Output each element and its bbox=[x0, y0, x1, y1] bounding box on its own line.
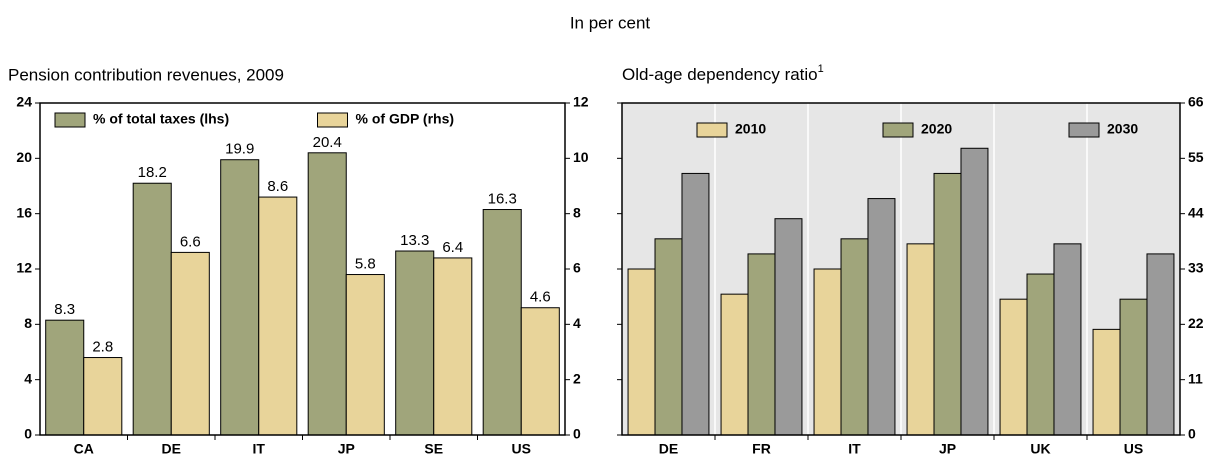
plot-frame bbox=[621, 102, 1181, 436]
legend-swatch bbox=[882, 122, 914, 138]
bar bbox=[960, 147, 989, 436]
y-tick-label: 8 bbox=[24, 315, 32, 331]
bar bbox=[83, 357, 123, 436]
y2-tick-label: 6 bbox=[573, 260, 581, 276]
data-label: 19.9 bbox=[225, 141, 254, 158]
bar bbox=[170, 251, 210, 436]
bar bbox=[1092, 328, 1121, 436]
bar bbox=[307, 152, 347, 436]
x-tick-label: CA bbox=[74, 441, 94, 457]
bar bbox=[933, 172, 962, 436]
x-tick-label: SE bbox=[424, 441, 443, 457]
chart-title: Pension contribution revenues, 2009 bbox=[8, 65, 284, 84]
bar bbox=[747, 253, 776, 436]
bar bbox=[258, 196, 298, 436]
x-tick-label: DE bbox=[162, 441, 181, 457]
bar bbox=[345, 274, 385, 436]
bar bbox=[774, 218, 803, 436]
bar bbox=[654, 238, 683, 436]
y2-tick-label: 66 bbox=[1188, 94, 1204, 110]
legend-swatch bbox=[54, 112, 86, 128]
plot-area bbox=[40, 103, 565, 435]
bar bbox=[627, 268, 656, 436]
bar bbox=[720, 293, 749, 436]
data-label: 2.8 bbox=[92, 339, 113, 356]
legend-label: 2010 bbox=[735, 121, 766, 137]
bar bbox=[867, 198, 896, 436]
page-title: In per cent bbox=[570, 13, 651, 32]
data-label: 8.3 bbox=[54, 301, 75, 318]
y2-tick-label: 22 bbox=[1188, 315, 1204, 331]
y-tick-label: 16 bbox=[16, 204, 32, 220]
x-tick-label: DE bbox=[659, 441, 678, 457]
bar bbox=[813, 268, 842, 436]
y2-tick-label: 8 bbox=[573, 204, 581, 220]
data-label: 4.6 bbox=[530, 289, 551, 306]
bar bbox=[45, 319, 85, 436]
legend-label: 2020 bbox=[921, 121, 952, 137]
x-tick-label: IT bbox=[253, 441, 266, 457]
y2-tick-label: 12 bbox=[573, 94, 589, 110]
x-tick-label: US bbox=[1124, 441, 1143, 457]
y2-tick-label: 0 bbox=[1188, 426, 1196, 442]
y2-tick-label: 4 bbox=[573, 315, 581, 331]
title-note: 1 bbox=[818, 63, 824, 75]
bar bbox=[220, 159, 260, 436]
legend-label: 2030 bbox=[1107, 121, 1138, 137]
y-tick-label: 0 bbox=[24, 426, 32, 442]
y2-tick-label: 2 bbox=[573, 370, 581, 386]
y2-tick-label: 33 bbox=[1188, 260, 1204, 276]
x-tick-label: US bbox=[512, 441, 531, 457]
data-label: 16.3 bbox=[488, 190, 517, 207]
bar bbox=[132, 182, 172, 436]
bar bbox=[681, 172, 710, 436]
data-label: 18.2 bbox=[138, 164, 167, 181]
y-tick-label: 4 bbox=[24, 370, 32, 386]
y2-tick-label: 10 bbox=[573, 149, 589, 165]
bar bbox=[433, 257, 473, 436]
y2-tick-label: 11 bbox=[1188, 370, 1203, 386]
x-tick-label: JP bbox=[338, 441, 355, 457]
y2-tick-label: 55 bbox=[1188, 149, 1204, 165]
plot-frame bbox=[39, 102, 566, 436]
bar bbox=[1119, 298, 1148, 436]
legend-swatch bbox=[1068, 122, 1100, 138]
chart-title: Old-age dependency ratio1 bbox=[622, 63, 824, 85]
y-tick-label: 24 bbox=[16, 94, 32, 110]
data-label: 13.3 bbox=[400, 232, 429, 249]
bar bbox=[906, 243, 935, 436]
bar bbox=[395, 250, 435, 436]
legend-label: % of GDP (rhs) bbox=[356, 111, 455, 127]
x-tick-label: IT bbox=[848, 441, 861, 457]
y2-tick-label: 44 bbox=[1188, 204, 1204, 220]
y2-tick-label: 0 bbox=[573, 426, 581, 442]
title-text: Old-age dependency ratio bbox=[622, 65, 818, 84]
bar bbox=[520, 307, 560, 436]
bar bbox=[840, 238, 869, 436]
bar bbox=[482, 209, 522, 436]
data-label: 5.8 bbox=[355, 256, 376, 273]
legend-swatch bbox=[696, 122, 728, 138]
data-label: 20.4 bbox=[313, 134, 342, 151]
data-label: 6.4 bbox=[442, 239, 463, 256]
bar bbox=[1146, 253, 1175, 436]
data-label: 8.6 bbox=[267, 178, 288, 195]
x-tick-label: FR bbox=[752, 441, 771, 457]
y-tick-label: 12 bbox=[16, 260, 32, 276]
data-label: 6.6 bbox=[180, 233, 201, 250]
bar bbox=[999, 298, 1028, 436]
bar bbox=[1026, 273, 1055, 436]
legend-label: % of total taxes (lhs) bbox=[93, 111, 229, 127]
bar bbox=[1053, 243, 1082, 436]
legend-swatch bbox=[317, 112, 348, 128]
x-tick-label: UK bbox=[1030, 441, 1050, 457]
y-tick-label: 20 bbox=[16, 149, 32, 165]
x-tick-label: JP bbox=[939, 441, 956, 457]
